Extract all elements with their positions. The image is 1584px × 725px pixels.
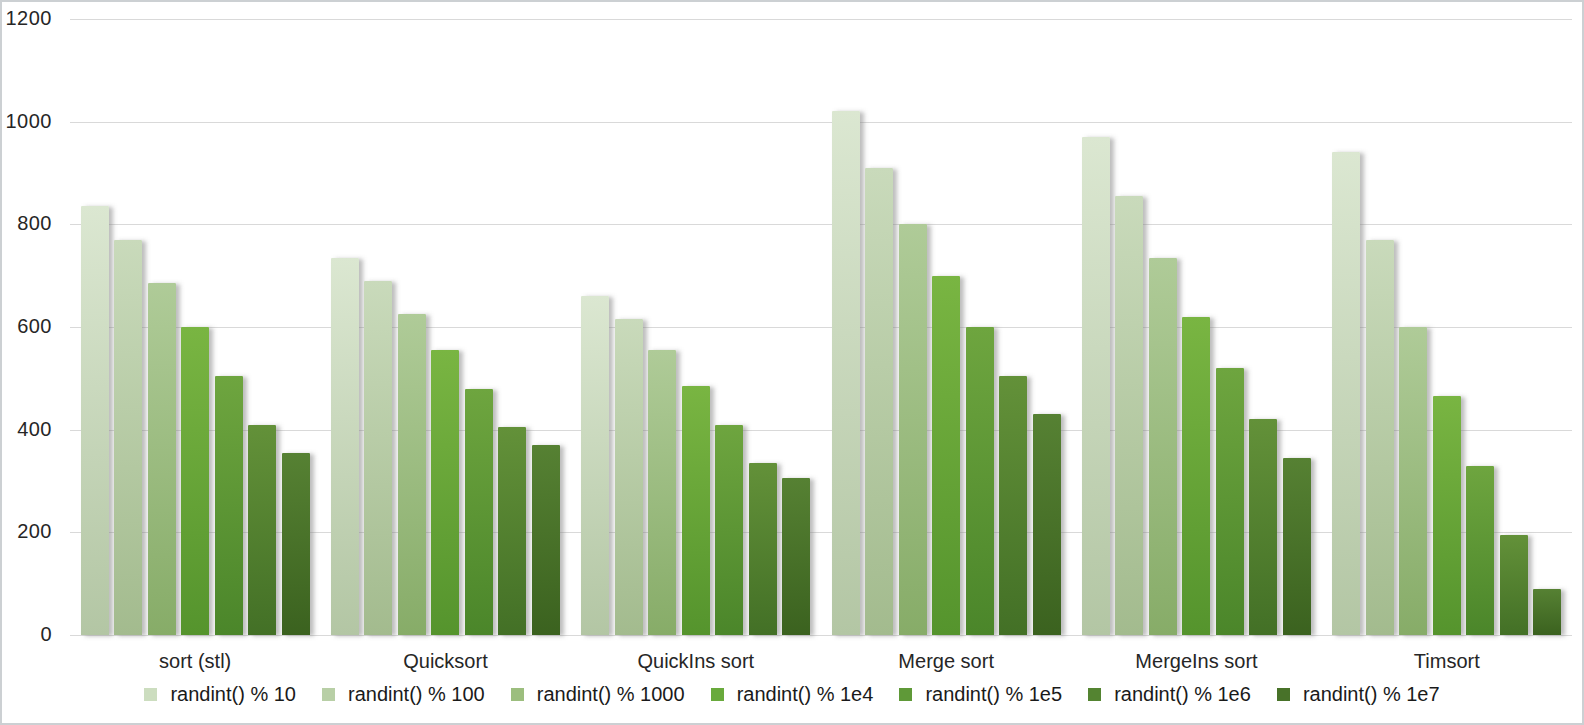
bar-series-7-group-5	[1283, 458, 1311, 635]
bar-series-5-group-5	[1216, 368, 1244, 635]
bar-series-2-group-5	[1115, 196, 1143, 635]
bar-series-5-group-4	[966, 327, 994, 635]
legend-label: randint() % 1e5	[925, 683, 1062, 706]
legend-item-2: randint() % 100	[322, 683, 485, 706]
bar-series-1-group-4	[832, 111, 860, 635]
bar-series-6-group-4	[999, 376, 1027, 635]
x-axis-label-4: Merge sort	[821, 650, 1071, 673]
bar-series-1-group-1	[81, 206, 109, 635]
bar-group-2	[320, 19, 570, 635]
bar-group-3	[571, 19, 821, 635]
x-axis-label-6: Timsort	[1322, 650, 1572, 673]
bar-series-3-group-1	[148, 283, 176, 635]
y-tick-label-200: 200	[2, 520, 52, 543]
bar-group-4	[821, 19, 1071, 635]
bar-series-5-group-3	[715, 425, 743, 635]
legend-swatch-icon	[1277, 688, 1290, 701]
bar-series-2-group-2	[364, 281, 392, 635]
bar-series-3-group-6	[1399, 327, 1427, 635]
y-tick-label-1000: 1000	[2, 110, 52, 133]
y-tick-label-1200: 1200	[2, 7, 52, 30]
bar-series-6-group-3	[749, 463, 777, 635]
bar-series-2-group-4	[865, 168, 893, 635]
y-tick-label-800: 800	[2, 212, 52, 235]
bar-series-7-group-2	[532, 445, 560, 635]
bar-series-3-group-3	[648, 350, 676, 635]
bar-series-4-group-6	[1433, 396, 1461, 635]
y-tick-label-600: 600	[2, 315, 52, 338]
legend-swatch-icon	[322, 688, 335, 701]
y-tick-label-0: 0	[2, 623, 52, 646]
bar-series-7-group-1	[282, 453, 310, 635]
bar-series-1-group-6	[1332, 152, 1360, 635]
x-axis-label-2: Quicksort	[320, 650, 570, 673]
bar-series-4-group-3	[682, 386, 710, 635]
legend-item-5: randint() % 1e5	[899, 683, 1062, 706]
legend-item-1: randint() % 10	[144, 683, 296, 706]
bar-series-3-group-5	[1149, 258, 1177, 635]
bar-chart: 1200 1000 800 600 400 200 0 sort (stl)Quicksor…	[0, 0, 1584, 725]
bar-series-5-group-1	[215, 376, 243, 635]
bar-series-1-group-5	[1082, 137, 1110, 635]
bar-series-7-group-3	[782, 478, 810, 635]
legend-swatch-icon	[144, 688, 157, 701]
legend-label: randint() % 1e7	[1303, 683, 1440, 706]
legend-swatch-icon	[711, 688, 724, 701]
x-axis-label-3: QuickIns sort	[571, 650, 821, 673]
bar-series-6-group-1	[248, 425, 276, 635]
legend-swatch-icon	[899, 688, 912, 701]
legend-swatch-icon	[1088, 688, 1101, 701]
legend-swatch-icon	[511, 688, 524, 701]
legend-label: randint() % 1000	[537, 683, 685, 706]
gridline-y-0	[70, 635, 1572, 636]
bar-series-4-group-5	[1182, 317, 1210, 635]
bar-series-3-group-2	[398, 314, 426, 635]
bar-series-1-group-2	[331, 258, 359, 635]
x-axis-label-1: sort (stl)	[70, 650, 320, 673]
bar-series-4-group-1	[181, 327, 209, 635]
bar-group-6	[1322, 19, 1572, 635]
bar-series-5-group-2	[465, 389, 493, 635]
bar-series-2-group-1	[114, 240, 142, 635]
bar-series-7-group-6	[1533, 589, 1561, 635]
x-axis-label-5: MergeIns sort	[1071, 650, 1321, 673]
legend-item-6: randint() % 1e6	[1088, 683, 1251, 706]
legend-label: randint() % 10	[170, 683, 296, 706]
legend: randint() % 10 randint() % 100 randint() %…	[2, 683, 1582, 706]
bar-series-3-group-4	[899, 224, 927, 635]
legend-label: randint() % 1e4	[737, 683, 874, 706]
bar-group-1	[70, 19, 320, 635]
bar-group-5	[1071, 19, 1321, 635]
bar-series-6-group-2	[498, 427, 526, 635]
bar-series-2-group-3	[615, 319, 643, 635]
bar-series-6-group-6	[1500, 535, 1528, 635]
legend-item-4: randint() % 1e4	[711, 683, 874, 706]
bar-series-2-group-6	[1366, 240, 1394, 635]
bar-series-1-group-3	[581, 296, 609, 635]
legend-item-3: randint() % 1000	[511, 683, 685, 706]
y-tick-label-400: 400	[2, 418, 52, 441]
legend-item-7: randint() % 1e7	[1277, 683, 1440, 706]
legend-label: randint() % 100	[348, 683, 485, 706]
bar-series-5-group-6	[1466, 466, 1494, 635]
legend-label: randint() % 1e6	[1114, 683, 1251, 706]
bar-series-4-group-4	[932, 276, 960, 635]
plot-area	[70, 19, 1572, 635]
bar-series-4-group-2	[431, 350, 459, 635]
bar-series-7-group-4	[1033, 414, 1061, 635]
bar-series-6-group-5	[1249, 419, 1277, 635]
